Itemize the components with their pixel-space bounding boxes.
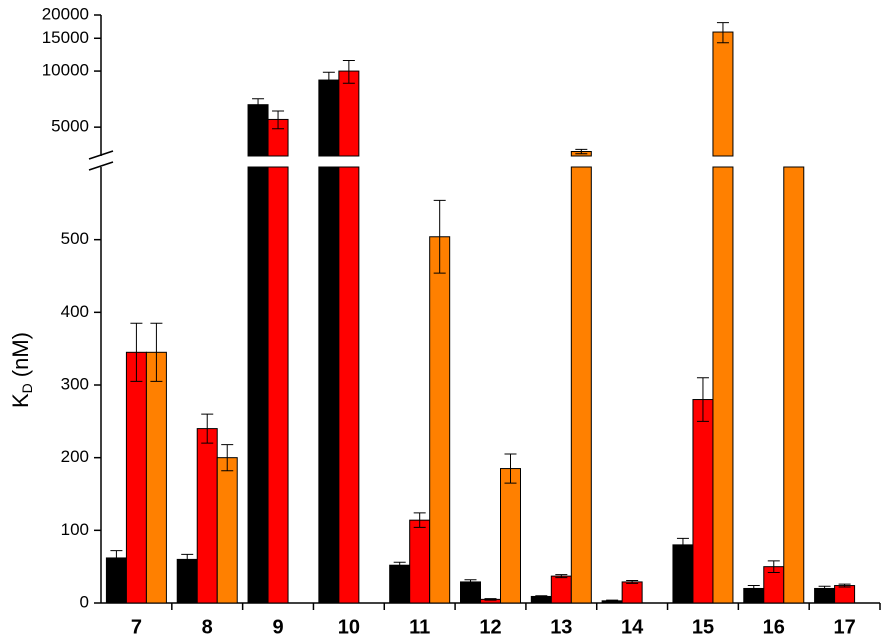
bar [712, 31, 734, 157]
bar [267, 166, 289, 604]
x-tick-label: 15 [692, 616, 714, 638]
x-tick-label: 16 [763, 616, 785, 638]
x-tick-label: 11 [409, 616, 430, 638]
y-label-sub: D [19, 383, 35, 393]
x-tick-label: 7 [131, 616, 142, 638]
error-bar [393, 561, 406, 569]
bar [550, 575, 572, 604]
bar [409, 519, 431, 604]
y-tick-label: 0 [80, 592, 89, 611]
bar [429, 236, 451, 604]
error-bar [221, 444, 234, 472]
x-tick-label: 12 [479, 616, 501, 638]
error-bar [342, 59, 355, 84]
bar [196, 428, 218, 604]
bar [570, 166, 592, 604]
error-bar [130, 322, 143, 382]
bar [712, 166, 734, 604]
bar [338, 70, 360, 157]
error-bar [575, 148, 588, 155]
error-bar [272, 110, 285, 130]
y-tick-label: 5000 [51, 117, 89, 136]
error-bar [676, 537, 689, 552]
axis-break [88, 150, 114, 160]
error-bar [606, 599, 619, 603]
error-bar [696, 377, 709, 422]
y-tick-label: 15000 [42, 28, 89, 47]
bar [247, 104, 269, 157]
error-bar [322, 71, 335, 90]
bar [247, 166, 269, 604]
bar [834, 585, 856, 604]
bar [621, 581, 643, 604]
bar [216, 457, 238, 604]
error-bar [484, 598, 497, 601]
bar [318, 79, 340, 157]
error-bar [818, 585, 831, 592]
error-bar [504, 453, 517, 484]
bar [338, 166, 360, 604]
x-tick-label: 17 [833, 616, 855, 638]
x-tick-label: 14 [621, 616, 644, 638]
bar [125, 351, 147, 604]
bar [389, 564, 411, 604]
error-bar [181, 553, 194, 565]
error-bar [716, 22, 729, 44]
y-tick-label: 20000 [42, 4, 89, 23]
y-tick-label: 200 [61, 447, 89, 466]
y-axis-label: KD (nM) [8, 332, 35, 408]
y-tick-label: 10000 [42, 61, 89, 80]
y-tick-label: 100 [61, 520, 89, 539]
error-bar [464, 579, 477, 585]
error-bar [626, 579, 639, 584]
bar [692, 399, 714, 604]
error-bar [413, 512, 426, 528]
error-bar [555, 574, 568, 579]
bar [500, 468, 521, 604]
bar [176, 558, 198, 604]
y-tick-label: 400 [61, 302, 89, 321]
error-bar [110, 550, 123, 566]
error-bar [535, 595, 548, 598]
bar [318, 166, 340, 604]
x-tick-label: 8 [202, 616, 213, 638]
x-tick-label: 9 [272, 616, 283, 638]
x-tick-label: 13 [550, 616, 572, 638]
error-bar [838, 583, 851, 588]
error-bar [201, 413, 214, 444]
x-tick-label: 10 [338, 616, 360, 638]
bar [460, 581, 481, 604]
error-bar [150, 322, 163, 382]
error-bar [252, 98, 265, 112]
error-bar [767, 560, 780, 573]
error-bar [433, 199, 446, 274]
y-label-unit: (nM) [8, 332, 33, 377]
y-tick-label: 300 [61, 374, 89, 393]
y-label-main: K [8, 393, 33, 408]
y-tick-label: 500 [61, 229, 89, 248]
error-bar [747, 585, 760, 592]
bar [783, 166, 805, 604]
bar [672, 544, 694, 604]
axis-break [88, 161, 114, 171]
bar [145, 351, 167, 604]
